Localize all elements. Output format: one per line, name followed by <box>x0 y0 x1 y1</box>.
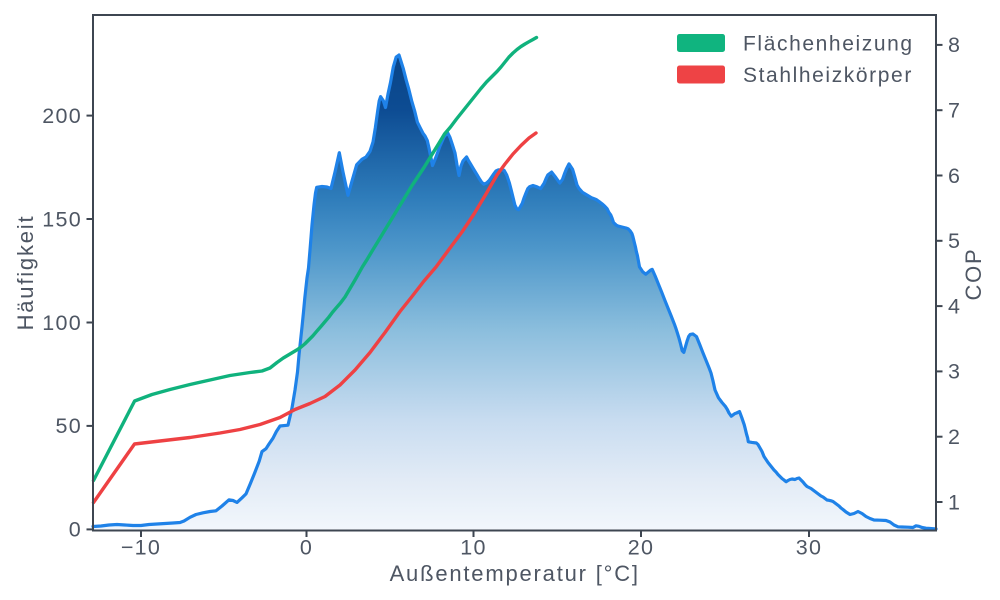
svg-text:0: 0 <box>69 518 82 542</box>
svg-text:7: 7 <box>948 99 961 123</box>
svg-text:Stahlheizkörper: Stahlheizkörper <box>743 64 913 87</box>
svg-text:100: 100 <box>42 311 82 335</box>
svg-text:50: 50 <box>55 414 82 438</box>
svg-text:10: 10 <box>460 536 487 560</box>
svg-text:5: 5 <box>948 229 961 253</box>
svg-text:Flächenheizung: Flächenheizung <box>743 33 914 56</box>
svg-text:4: 4 <box>948 294 961 318</box>
svg-text:30: 30 <box>796 536 823 560</box>
svg-text:Häufigkeit: Häufigkeit <box>13 215 38 331</box>
svg-text:20: 20 <box>628 536 655 560</box>
svg-text:3: 3 <box>948 360 961 384</box>
svg-text:8: 8 <box>948 33 961 57</box>
svg-text:−10: −10 <box>121 536 161 560</box>
svg-text:2: 2 <box>948 425 961 449</box>
svg-text:0: 0 <box>300 536 313 560</box>
svg-text:Außentemperatur [°C]: Außentemperatur [°C] <box>390 561 640 586</box>
svg-text:COP: COP <box>961 247 986 300</box>
svg-text:1: 1 <box>948 490 961 514</box>
svg-text:6: 6 <box>948 164 961 188</box>
svg-text:200: 200 <box>42 104 82 128</box>
svg-text:150: 150 <box>42 207 82 231</box>
